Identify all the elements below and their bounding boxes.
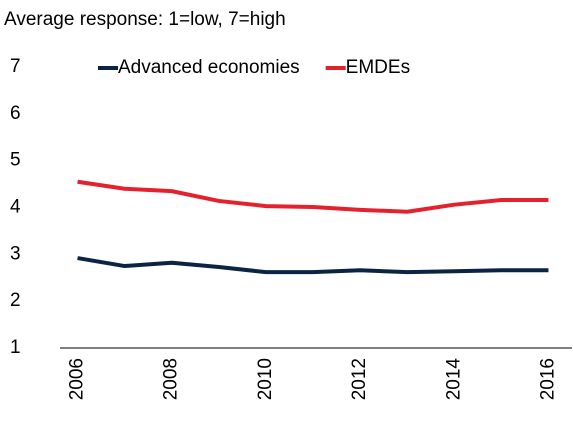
legend-label: Advanced economies <box>118 57 300 78</box>
y-tick-label: 2 <box>10 290 21 311</box>
series-line <box>77 179 549 214</box>
x-tick-label: 2016 <box>537 358 558 400</box>
x-tick-label: 2014 <box>443 358 464 401</box>
y-tick-label: 7 <box>10 56 21 77</box>
x-tick-label: 2010 <box>255 358 276 400</box>
y-tick-label: 1 <box>10 337 21 358</box>
legend-label: EMDEs <box>346 57 410 78</box>
series-line <box>77 256 549 275</box>
y-tick-label: 5 <box>10 150 21 171</box>
y-tick-label: 3 <box>10 243 21 264</box>
x-tick-label: 2012 <box>349 358 370 400</box>
x-tick-label: 2008 <box>161 358 182 400</box>
y-tick-label: 4 <box>10 197 21 218</box>
x-tick-label: 2006 <box>67 358 88 400</box>
y-tick-label: 6 <box>10 103 21 124</box>
chart-title: Average response: 1=low, 7=high <box>4 9 286 30</box>
